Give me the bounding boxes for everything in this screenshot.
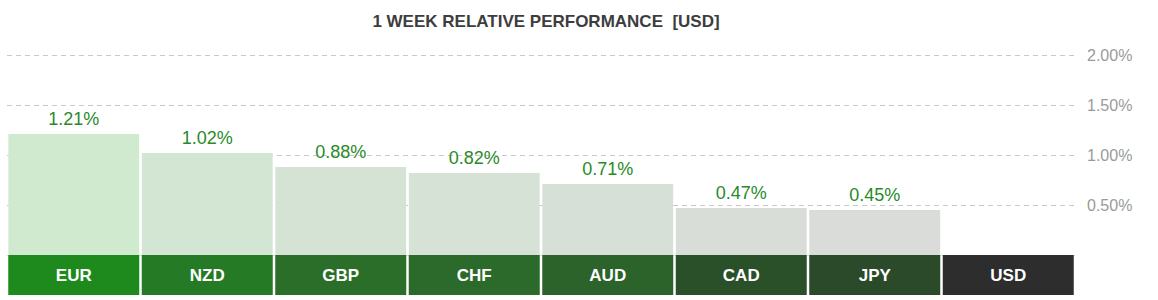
svg-text:0.50%: 0.50%: [1087, 197, 1132, 214]
svg-text:NZD: NZD: [190, 266, 225, 285]
svg-text:0.71%: 0.71%: [582, 159, 633, 179]
svg-text:USD: USD: [990, 266, 1026, 285]
svg-text:1.02%: 1.02%: [182, 128, 233, 148]
svg-text:JPY: JPY: [859, 266, 892, 285]
svg-text:1.50%: 1.50%: [1087, 97, 1132, 114]
svg-text:EUR: EUR: [56, 266, 92, 285]
svg-text:2.00%: 2.00%: [1087, 47, 1132, 64]
svg-text:AUD: AUD: [589, 266, 626, 285]
svg-text:1.00%: 1.00%: [1087, 147, 1132, 164]
svg-text:0.47%: 0.47%: [716, 183, 767, 203]
svg-text:CAD: CAD: [723, 266, 760, 285]
svg-text:0.45%: 0.45%: [849, 185, 900, 205]
svg-text:0.88%: 0.88%: [315, 142, 366, 162]
svg-text:0.82%: 0.82%: [449, 148, 500, 168]
svg-text:GBP: GBP: [322, 266, 359, 285]
svg-text:CHF: CHF: [457, 266, 492, 285]
svg-text:1 WEEK RELATIVE PERFORMANCE [: 1 WEEK RELATIVE PERFORMANCE [USD]: [372, 12, 719, 31]
svg-text:1.21%: 1.21%: [48, 109, 99, 129]
